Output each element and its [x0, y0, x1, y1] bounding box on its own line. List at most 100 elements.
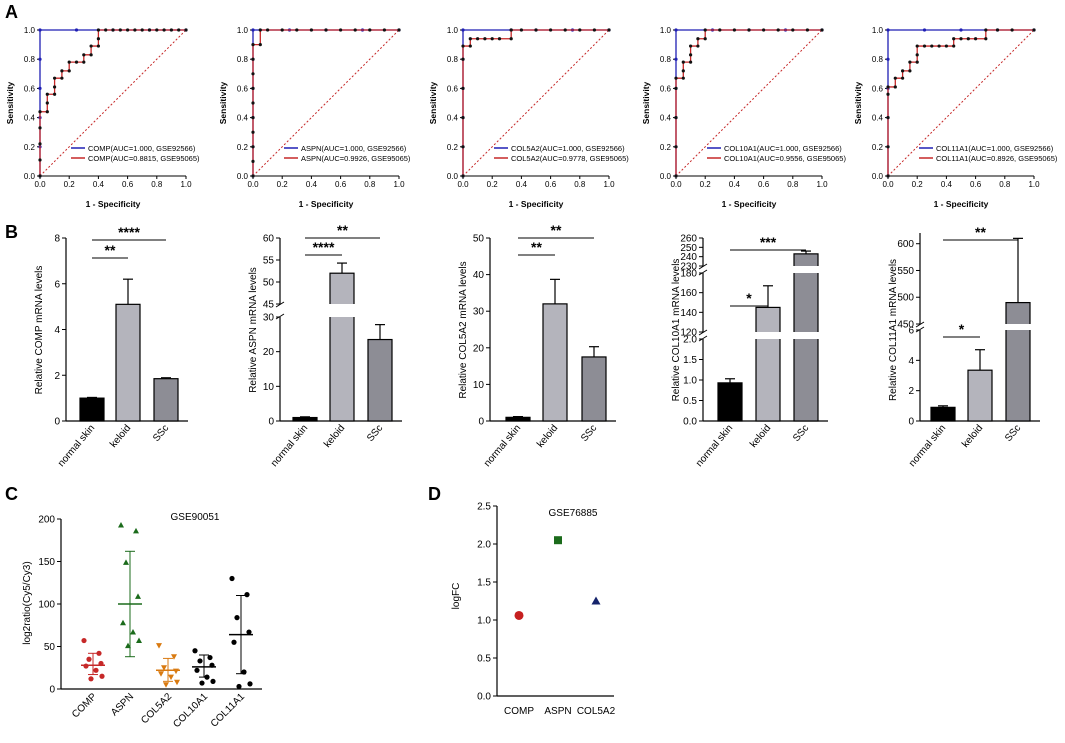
y-tick-label: 45: [263, 300, 275, 311]
y-tick-label: 1.0: [24, 26, 36, 35]
data-point: [171, 654, 177, 660]
y-tick-label: 0: [54, 417, 60, 428]
y-tick-label: 55: [263, 256, 275, 267]
y-tick-label: 0.4: [237, 114, 249, 123]
roc-chart-col11a1: 0.0 0.2 0.4 0.6 0.8 1.0 0.0 0.2 0.4 0.6 0.8 1.0 1 - …: [853, 26, 1058, 209]
x-tick-label: 0.0: [34, 180, 46, 189]
roc-point: [468, 44, 472, 48]
bar-normal-skin: [717, 382, 743, 422]
data-point: [234, 615, 240, 621]
category-label: ASPN: [544, 706, 571, 717]
category-label: COMP: [504, 706, 534, 717]
legend-entry: COL11A1(AUC=0.8926, GSE95065): [936, 154, 1058, 163]
category-label: COL5A2: [139, 691, 174, 726]
x-tick-label: 0.8: [574, 180, 586, 189]
category-label: normal skin: [269, 423, 310, 469]
y-tick-label: 1.0: [660, 26, 672, 35]
roc-point: [886, 116, 890, 120]
roc-point: [681, 76, 685, 80]
data-point: [81, 637, 87, 644]
roc-point: [974, 37, 978, 41]
category-label: ASPN: [109, 691, 136, 718]
bar-ssc: [367, 338, 393, 422]
data-point: [229, 575, 235, 582]
y-tick-label: 250: [680, 243, 697, 254]
y-tick-label: 500: [897, 293, 914, 304]
y-tick-label: 0.0: [477, 692, 491, 703]
bar-break-gap: [793, 332, 819, 339]
roc-point: [89, 44, 93, 48]
roc-point: [111, 28, 115, 32]
y-tick-label: 600: [897, 239, 914, 250]
data-point: [231, 639, 237, 645]
y-tick-label: 0.2: [872, 143, 884, 152]
y-tick-label: 0.8: [660, 55, 672, 64]
roc-point: [901, 76, 905, 80]
roc-point: [886, 145, 890, 149]
category-label: COL10A1: [171, 691, 210, 730]
roc-point: [563, 28, 567, 32]
data-point: [120, 619, 126, 626]
data-point: [93, 667, 99, 673]
category-label: normal skin: [56, 423, 97, 469]
category-label: SSc: [365, 423, 385, 444]
x-tick-label: 0.6: [758, 180, 770, 189]
roc-point: [468, 37, 472, 41]
data-point: [133, 527, 139, 534]
roc-point: [908, 69, 912, 73]
point-aspn: [554, 536, 562, 545]
y-tick-label: 50: [44, 642, 56, 653]
y-tick-label: 1.0: [237, 26, 249, 35]
category-label: keloid: [748, 423, 773, 450]
roc-point: [696, 44, 700, 48]
roc-point: [549, 28, 553, 32]
bar-keloid: [542, 303, 568, 422]
legend-entry: ASPN(AUC=0.9926, GSE95065): [301, 154, 411, 163]
roc-point: [169, 28, 173, 32]
roc-point: [82, 60, 86, 64]
data-point: [163, 682, 169, 688]
roc-point: [483, 37, 487, 41]
roc-point: [266, 28, 270, 32]
reference-diagonal: [39, 29, 187, 177]
x-tick-label: 0.2: [912, 180, 924, 189]
x-tick-label: 0.8: [151, 180, 163, 189]
roc-point: [592, 28, 597, 32]
y-tick-label: 6: [908, 326, 914, 337]
roc-point: [38, 86, 42, 90]
y-tick-label: 1.0: [683, 376, 697, 387]
y-tick-label: 100: [38, 600, 55, 611]
y-tick-label: 1.5: [477, 578, 491, 589]
roc-point: [53, 76, 57, 80]
data-point: [197, 658, 203, 664]
roc-point: [74, 60, 79, 64]
roc-point: [461, 86, 465, 90]
roc-point: [38, 28, 42, 32]
roc-point: [893, 76, 897, 80]
roc-point: [251, 174, 255, 178]
roc-series-line-2: [887, 29, 1034, 176]
bar-ssc: [1005, 301, 1031, 422]
y-tick-label: 0.0: [24, 172, 36, 181]
roc-point: [497, 37, 502, 41]
roc-chart-aspn: 0.0 0.2 0.4 0.6 0.8 1.0 0.0 0.2 0.4 0.6 0.8 1.0 1 - …: [218, 26, 411, 209]
roc-point: [184, 28, 188, 32]
legend-entry: ASPN(AUC=1.000, GSE92566): [301, 144, 407, 153]
roc-point: [38, 110, 42, 114]
reference-diagonal: [462, 29, 610, 177]
roc-point: [45, 110, 49, 114]
x-axis-label: 1 - Specificity: [722, 199, 777, 209]
roc-point: [155, 28, 159, 32]
roc-point: [461, 57, 465, 61]
scatter-gse76885: 0.0 0.5 1.0 1.5 2.0 2.5 GSE76885 logFC COMP ASPN C…: [451, 502, 616, 718]
roc-point: [689, 60, 693, 64]
panel-label-d: D: [428, 484, 441, 504]
roc-point: [60, 76, 64, 80]
roc-point: [251, 72, 255, 76]
bar-keloid: [755, 306, 781, 422]
y-axis-label: Sensitivity: [5, 81, 15, 124]
data-point: [161, 665, 167, 671]
bar-keloid: [115, 303, 141, 422]
bar-chart-relative-col5a2-mrna-levels: 0 10 20 30 40 50 normal skin keloid SSc ** ** Relat…: [458, 222, 616, 469]
